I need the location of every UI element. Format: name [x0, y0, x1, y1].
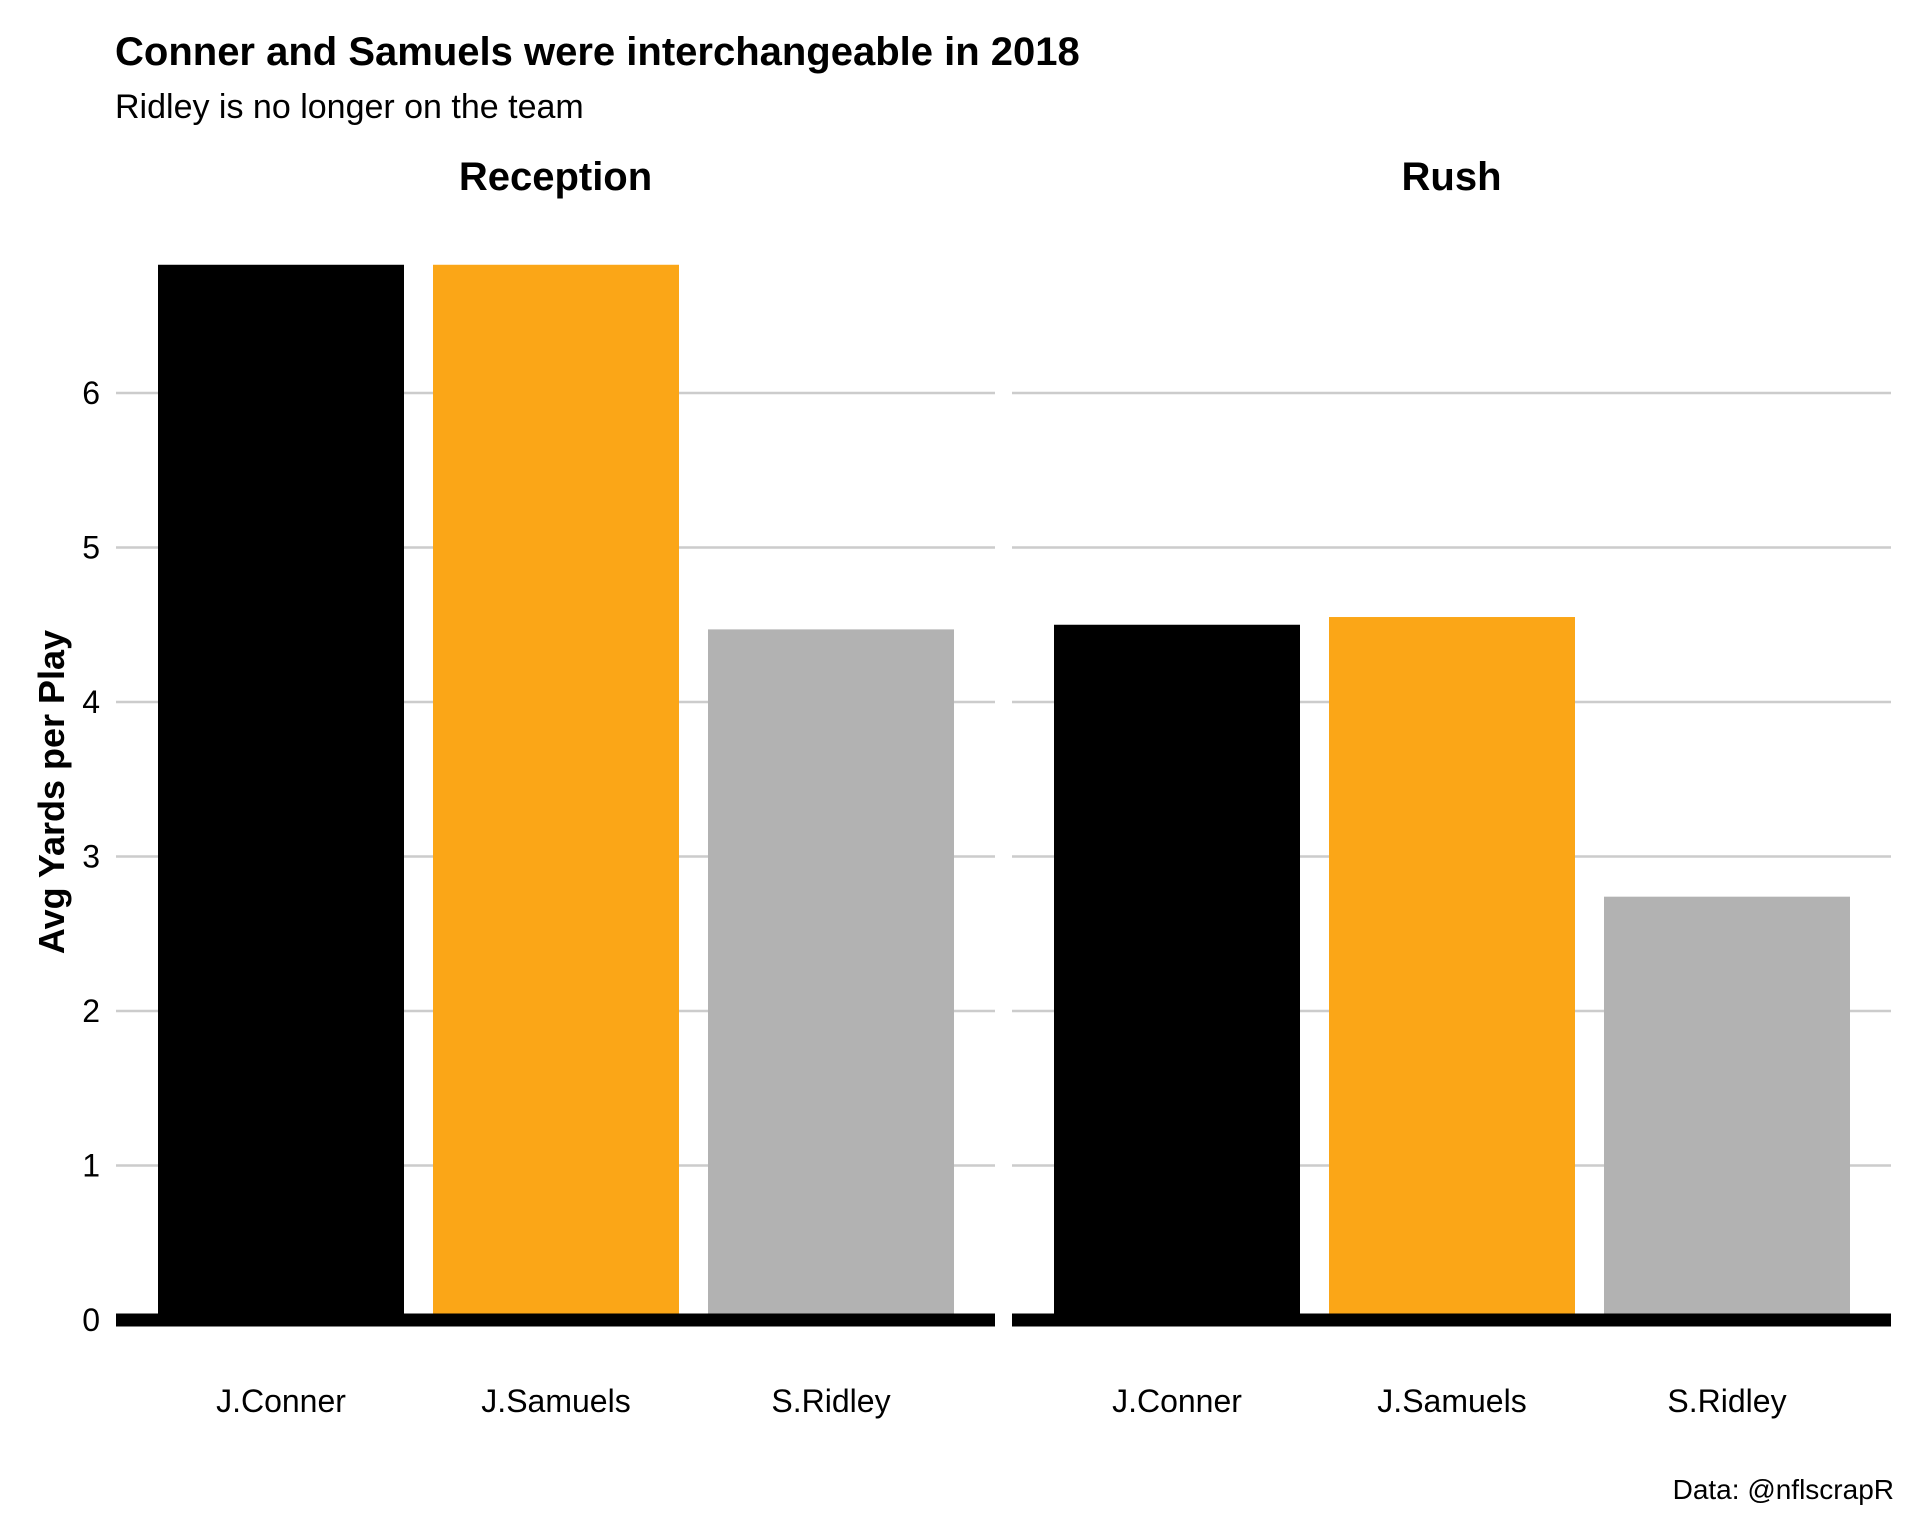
panel-label-rush: Rush — [1402, 155, 1502, 199]
y-tick-label-2: 2 — [82, 993, 100, 1029]
y-tick-label-6: 6 — [82, 375, 100, 411]
x-tick-label-rush-j-conner: J.Conner — [1112, 1383, 1242, 1419]
bar-rush-s-ridley — [1604, 896, 1850, 1320]
y-tick-label-5: 5 — [82, 530, 100, 566]
bar-rush-j-conner — [1054, 624, 1300, 1320]
bar-reception-j-conner — [158, 264, 404, 1320]
chart-caption: Data: @nflscrapR — [1672, 1474, 1894, 1505]
chart-title: Conner and Samuels were interchangeable … — [115, 30, 1080, 74]
x-tick-label-rush-s-ridley: S.Ridley — [1667, 1383, 1786, 1419]
bars — [158, 264, 1850, 1320]
y-axis-title: Avg Yards per Play — [31, 630, 72, 954]
y-tick-label-4: 4 — [82, 684, 100, 720]
y-tick-label-1: 1 — [82, 1148, 100, 1184]
x-tick-label-reception-j-samuels: J.Samuels — [481, 1383, 630, 1419]
chart-subtitle: Ridley is no longer on the team — [115, 88, 584, 126]
y-tick-label-0: 0 — [82, 1302, 100, 1338]
bar-reception-s-ridley — [708, 629, 954, 1320]
x-tick-label-rush-j-samuels: J.Samuels — [1377, 1383, 1526, 1419]
y-tick-label-3: 3 — [82, 839, 100, 875]
bar-rush-j-samuels — [1329, 617, 1575, 1320]
labels: 0 1 2 3 4 5 6 J.Conner J.Samuels S.Ridley Receptio… — [82, 155, 1786, 1419]
x-tick-label-reception-s-ridley: S.Ridley — [771, 1383, 890, 1419]
bar-reception-j-samuels — [433, 264, 679, 1320]
x-tick-label-reception-j-conner: J.Conner — [216, 1383, 346, 1419]
panel-label-reception: Reception — [459, 155, 652, 199]
